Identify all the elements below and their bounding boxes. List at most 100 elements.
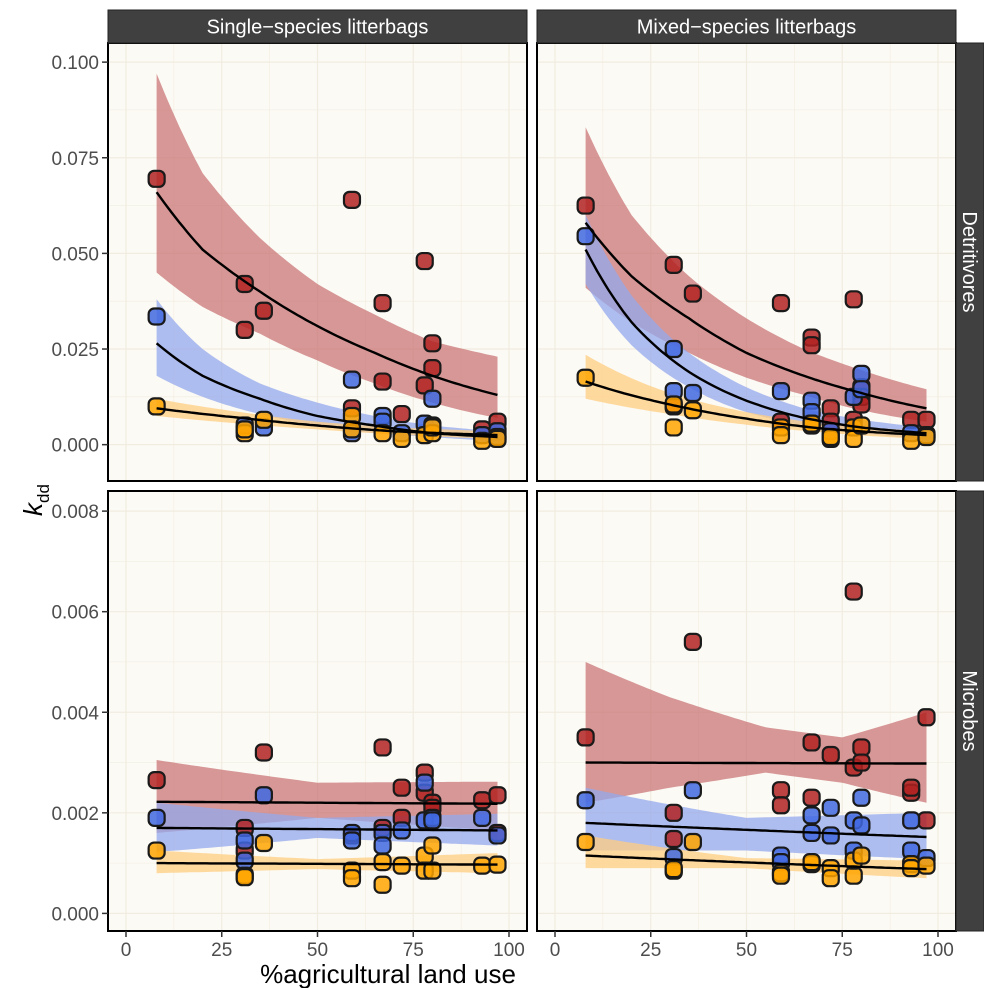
red-data-point (917, 410, 936, 429)
red-data-point (683, 284, 702, 303)
red-data-point (373, 372, 392, 391)
blue-data-point (852, 788, 871, 807)
column-strip-label: Mixed−species litterbags (637, 17, 857, 39)
orange-data-point (821, 427, 840, 447)
y-axis-title: kdd (18, 484, 53, 516)
row-strip-label: Detritivores (958, 211, 980, 312)
blue-data-point (821, 826, 840, 845)
orange-data-point (664, 860, 683, 879)
blue-data-point (147, 808, 166, 827)
red-data-point (473, 791, 492, 810)
red-data-point (415, 251, 434, 271)
orange-data-point (373, 875, 392, 894)
blue-data-point (254, 786, 273, 805)
y-tick-label: 0.006 (51, 603, 99, 624)
blue-data-point (802, 806, 821, 825)
blue-confidence-band (585, 215, 927, 439)
red-data-point (852, 738, 871, 757)
blue-data-point (683, 383, 702, 403)
y-tick-label: 0.004 (51, 703, 99, 724)
x-axis-title: %agricultural land use (260, 959, 516, 988)
x-tick-label: 25 (211, 940, 232, 961)
row-strip (955, 490, 984, 932)
y-axis-title-subscript: dd (34, 484, 53, 503)
blue-data-point (683, 781, 702, 800)
red-data-point (373, 738, 392, 757)
orange-data-point (488, 429, 507, 449)
column-strip (107, 9, 528, 44)
y-tick-label: 0.025 (51, 340, 99, 361)
orange-data-point (576, 832, 595, 852)
orange-data-point (771, 425, 791, 445)
panel-1-0 (147, 738, 507, 894)
orange-confidence-band (156, 398, 498, 439)
blue-data-point (415, 773, 434, 792)
y-tick-label: 0.100 (51, 53, 99, 74)
red-data-point (147, 771, 166, 790)
blue-data-point (342, 831, 362, 850)
y-axis-title-main: k (18, 501, 48, 516)
y-tick-label: 0.000 (51, 436, 99, 457)
red-data-point (821, 745, 840, 765)
blue-data-point (902, 811, 921, 830)
red-fit-line (585, 761, 927, 765)
blue-confidence-band (156, 299, 498, 441)
orange-data-point (852, 846, 871, 865)
red-fit-line (156, 800, 498, 805)
orange-data-point (802, 853, 821, 872)
orange-data-point (392, 429, 411, 449)
red-data-point (917, 708, 936, 727)
orange-data-point (342, 869, 362, 888)
blue-data-point (576, 791, 595, 810)
orange-data-point (664, 418, 683, 437)
red-data-point (488, 786, 507, 805)
blue-data-point (771, 382, 791, 401)
red-data-point (802, 336, 821, 355)
y-tick-label: 0.050 (51, 244, 99, 265)
red-data-point (917, 811, 936, 830)
red-data-point (147, 169, 166, 188)
row-strip-label: Microbes (958, 670, 980, 751)
red-data-point (802, 733, 821, 752)
red-data-point (902, 778, 921, 797)
orange-data-point (392, 856, 411, 875)
red-data-point (423, 334, 442, 353)
blue-fit-line (156, 826, 498, 832)
y-tick-label: 0.075 (51, 149, 99, 170)
red-data-point (802, 788, 821, 807)
red-data-point (342, 190, 362, 209)
orange-data-point (683, 832, 702, 852)
x-tick-label: 50 (736, 940, 757, 961)
orange-data-point (821, 869, 840, 888)
orange-fit-line (156, 861, 498, 866)
panel-0-0 (147, 73, 507, 450)
y-tick-label: 0.008 (51, 502, 99, 523)
orange-data-point (423, 861, 442, 880)
panel-0-1 (576, 127, 936, 450)
blue-data-point (664, 339, 683, 359)
red-data-point (254, 743, 273, 762)
blue-data-point (373, 836, 392, 855)
panel-1-1 (576, 582, 936, 888)
red-confidence-band (585, 127, 927, 422)
orange-data-point (917, 427, 936, 447)
x-tick-label: 100 (922, 940, 954, 961)
x-tick-label: 50 (307, 940, 328, 961)
orange-data-point (147, 841, 166, 860)
blue-data-point (473, 808, 492, 827)
blue-data-point (235, 831, 254, 850)
x-tick-label: 0 (121, 940, 132, 961)
x-tick-label: 25 (640, 940, 661, 961)
red-confidence-band (585, 662, 927, 803)
red-data-point (392, 778, 411, 797)
red-data-point (254, 301, 273, 320)
blue-data-point (852, 364, 871, 383)
orange-data-point (373, 853, 392, 872)
orange-data-point (235, 868, 254, 887)
blue-data-point (852, 816, 871, 835)
blue-data-point (147, 307, 166, 326)
blue-data-point (423, 389, 442, 408)
blue-data-point (342, 370, 362, 389)
red-fit-line (155, 191, 498, 397)
